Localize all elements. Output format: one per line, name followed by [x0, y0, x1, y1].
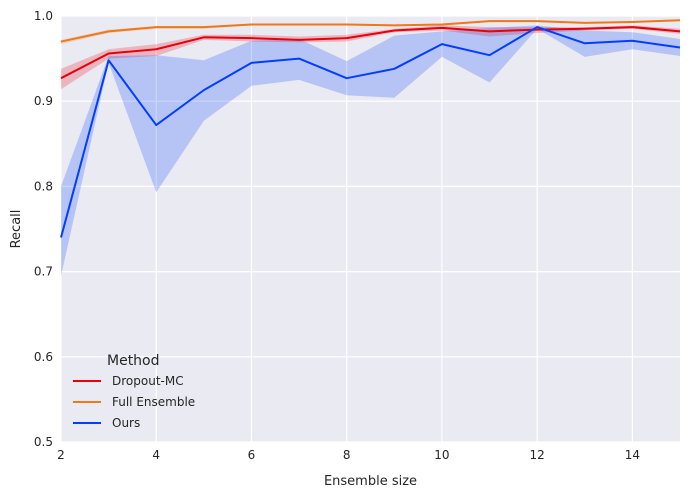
y-axis-label: Recall	[9, 210, 24, 249]
legend: Method Dropout-MC Full Ensemble Ours	[73, 353, 195, 430]
x-tick-label: 2	[57, 448, 65, 462]
ours-band	[61, 25, 680, 276]
y-tick-label: 0.9	[34, 94, 53, 108]
x-tick-labels: 2 4 6 8 10 12 14	[57, 448, 640, 462]
x-tick-label: 8	[343, 448, 351, 462]
x-tick-label: 6	[248, 448, 256, 462]
dropout-mc-legend-label: Dropout-MC	[112, 374, 184, 388]
gridlines	[60, 15, 680, 443]
full-ensemble-line	[60, 19, 681, 43]
ours-line	[60, 26, 681, 238]
y-tick-label: 1.0	[34, 9, 53, 23]
ours-legend-label: Ours	[112, 416, 140, 430]
x-tick-label: 12	[530, 448, 545, 462]
x-axis-label: Ensemble size	[324, 474, 417, 489]
y-tick-labels: 0.5 0.6 0.7 0.8 0.9 1.0	[34, 9, 53, 449]
y-tick-label: 0.7	[34, 265, 53, 279]
x-tick-label: 4	[152, 448, 160, 462]
y-tick-label: 0.6	[34, 350, 53, 364]
plot-background	[61, 16, 680, 442]
dropout-mc-line	[60, 26, 681, 80]
full-ensemble-legend-label: Full Ensemble	[112, 395, 195, 409]
x-tick-label: 10	[434, 448, 449, 462]
series-lines	[60, 19, 681, 238]
legend-title: Method	[107, 353, 160, 369]
y-tick-label: 0.8	[34, 179, 53, 193]
x-tick-label: 14	[625, 448, 640, 462]
y-tick-label: 0.5	[34, 435, 53, 449]
